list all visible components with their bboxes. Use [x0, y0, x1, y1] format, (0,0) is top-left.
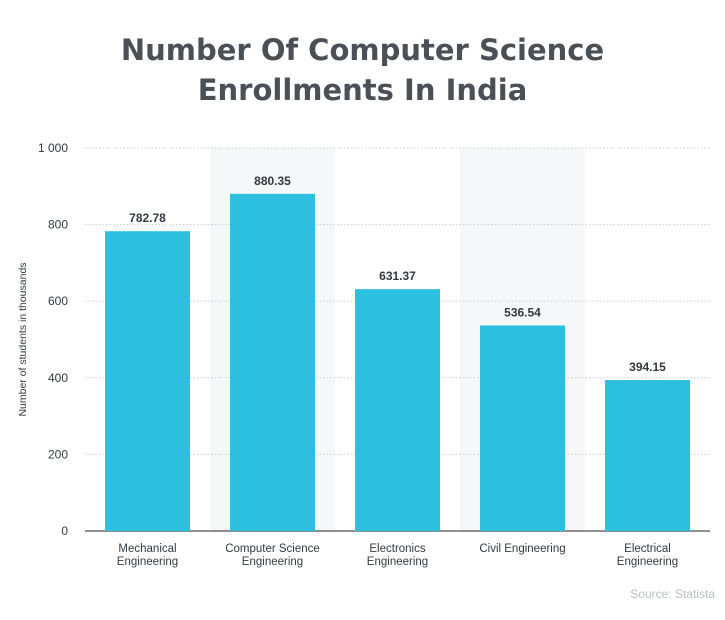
x-tick-label: Civil Engineering	[479, 543, 565, 555]
y-tick-label: 800	[48, 218, 68, 232]
chart-title-line-2: Enrollments In India	[197, 73, 528, 107]
chart-title-line-1: Number Of Computer Science	[120, 33, 605, 67]
bar-3[interactable]	[355, 289, 440, 531]
x-tick-label: Mechanical	[118, 543, 176, 555]
x-tick-label: Engineering	[367, 556, 428, 568]
x-tick-label: Electronics	[369, 543, 425, 555]
data-label-4: 536.54	[504, 306, 541, 320]
bar-2[interactable]	[230, 193, 315, 532]
x-tick-label: Electrical	[624, 543, 671, 555]
x-tick-label: Engineering	[617, 556, 678, 568]
x-tick-label: Computer Science	[225, 543, 320, 555]
bar-1[interactable]	[105, 231, 190, 532]
data-label-5: 394.15	[629, 360, 666, 374]
bar-5[interactable]	[605, 380, 690, 531]
y-tick-label: 1 000	[38, 141, 68, 155]
y-tick-label: 0	[61, 524, 68, 538]
chart-title: Number Of Computer Science Enrollments I…	[0, 30, 725, 110]
data-label-3: 631.37	[379, 269, 416, 283]
x-tick-label: Engineering	[117, 556, 178, 568]
y-tick-label: 200	[48, 447, 68, 461]
x-tick-label: Engineering	[242, 556, 303, 568]
y-tick-label: 600	[48, 294, 68, 308]
source-note: Source: Statista	[630, 587, 715, 601]
data-label-1: 782.78	[129, 211, 166, 225]
bar-4[interactable]	[480, 325, 565, 531]
y-tick-label: 400	[48, 371, 68, 385]
y-axis-label: Number of students in thousands	[17, 262, 29, 416]
data-label-2: 880.35	[254, 174, 291, 188]
